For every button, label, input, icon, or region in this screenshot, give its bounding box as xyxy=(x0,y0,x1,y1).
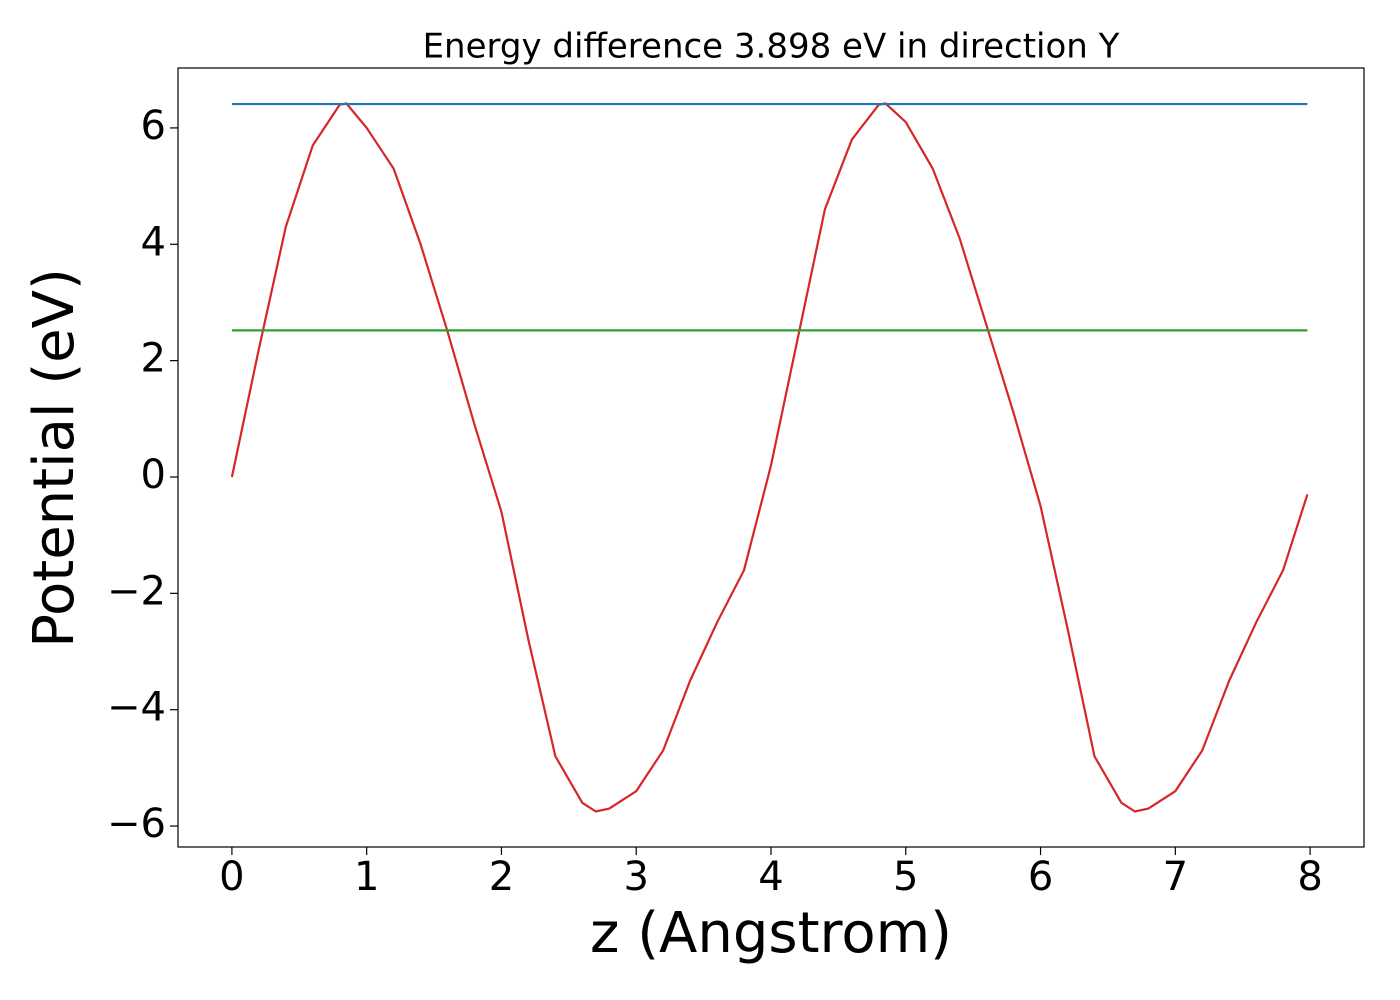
y-tick-label: 0 xyxy=(141,452,166,498)
chart-title: Energy difference 3.898 eV in direction … xyxy=(423,27,1120,67)
x-tick-label: 0 xyxy=(219,854,244,900)
y-tick-label: 4 xyxy=(141,219,166,265)
y-tick-label: 6 xyxy=(141,103,166,149)
x-tick-label: 5 xyxy=(893,854,918,900)
x-axis-label: z (Angstrom) xyxy=(590,901,952,966)
x-tick-label: 6 xyxy=(1028,854,1053,900)
x-tick-label: 3 xyxy=(624,854,649,900)
x-tick-label: 8 xyxy=(1297,854,1322,900)
x-tick-label: 7 xyxy=(1163,854,1188,900)
plot-frame xyxy=(177,67,1365,848)
x-tick-label: 2 xyxy=(489,854,514,900)
x-tick-label: 4 xyxy=(758,854,783,900)
y-tick-label: 2 xyxy=(141,336,166,382)
y-tick-label: −2 xyxy=(107,568,166,614)
y-tick-label: −6 xyxy=(107,801,166,847)
y-axis-label: Potential (eV) xyxy=(22,268,87,648)
y-tick-label: −4 xyxy=(107,685,166,731)
series-line xyxy=(230,102,1309,813)
x-tick-label: 1 xyxy=(354,854,379,900)
